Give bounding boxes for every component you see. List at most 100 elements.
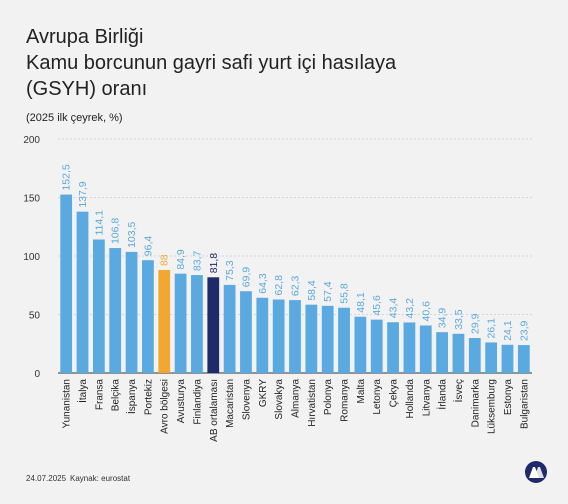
data-label: 34,9: [437, 308, 449, 329]
publish-date: 24.07.2025: [26, 474, 67, 483]
bar: [403, 322, 416, 373]
x-tick-label: Macaristan: [225, 379, 236, 428]
x-tick-label: İsveç: [452, 379, 465, 402]
x-tick-label: Finlandiya: [192, 379, 203, 425]
data-label: 58,4: [306, 280, 318, 301]
x-tick-label: Yunanistan: [62, 379, 73, 429]
x-tick-label: Bulgaristan: [519, 379, 530, 429]
bar: [436, 332, 448, 373]
x-tick-label: Çekya: [389, 379, 400, 408]
data-label: 84,9: [175, 249, 187, 270]
chart-title-line-3: (GSYH) oranı: [26, 78, 148, 100]
x-tick-label: Letonya: [372, 379, 383, 415]
bar: [92, 239, 105, 373]
bar: [256, 297, 269, 373]
bar: [142, 260, 154, 373]
x-tick-label: Litvanya: [421, 379, 432, 417]
bar: [191, 275, 203, 373]
data-label: 83,7: [191, 250, 203, 271]
x-tick-label: Slovenya: [241, 379, 252, 421]
bar: [370, 319, 383, 373]
data-label: 24,1: [502, 320, 514, 341]
bar: [174, 273, 187, 373]
y-tick-label: 50: [29, 311, 41, 322]
bar: [289, 300, 301, 373]
chart-title-line-2: Kamu borcunun gayri safi yurt içi hasıla…: [26, 52, 397, 74]
x-tick-label: İrlanda: [436, 379, 449, 410]
x-tick-label: Avro bölgesi: [160, 379, 171, 434]
bar: [321, 305, 334, 373]
data-label: 23,9: [518, 320, 530, 341]
data-label: 103,5: [126, 221, 138, 247]
bar: [517, 345, 530, 373]
data-label: 137,9: [77, 181, 89, 207]
data-label: 106,8: [110, 218, 122, 244]
x-tick-label: Malta: [356, 379, 367, 404]
data-label: 26,1: [486, 318, 498, 339]
y-tick-label: 200: [23, 135, 40, 146]
bar: [272, 299, 285, 373]
bar: [109, 248, 122, 373]
x-tick-label: AB ortalaması: [209, 379, 220, 442]
x-tick-label: İspanya: [125, 379, 138, 414]
agency-logo-icon: [525, 461, 547, 483]
y-tick-label: 150: [23, 194, 40, 205]
bar: [452, 333, 465, 373]
title-block: Avrupa Birliği Kamu borcunun gayri safi …: [26, 24, 396, 102]
x-tick-label: Belçika: [111, 379, 122, 412]
bar: [305, 304, 318, 373]
bar: [125, 251, 138, 373]
data-label: 33,5: [453, 309, 465, 330]
bar: [485, 342, 498, 373]
data-label: 81,8: [208, 253, 220, 274]
data-label: 69,9: [240, 267, 252, 288]
x-tick-label: Romanya: [340, 379, 351, 422]
data-label: 57,4: [322, 281, 334, 302]
data-label: 75,3: [224, 260, 236, 281]
data-label: 88: [159, 254, 171, 266]
data-label: 96,4: [142, 236, 154, 257]
bar: [207, 277, 220, 373]
data-label: 43,2: [404, 298, 416, 319]
x-tick-label: Almanya: [291, 379, 302, 418]
chart-subtitle: (2025 ilk çeyrek, %): [26, 112, 123, 124]
chart-title-line-1: Avrupa Birliği: [26, 26, 144, 48]
x-tick-label: Lüksemburg: [487, 379, 498, 434]
bar-chart: 0 50 100 150 200 152,5 Yunanistan 137,9 İtalya 11…: [23, 135, 532, 442]
x-tick-label: İtalya: [76, 379, 89, 403]
x-tick-label: Polonya: [323, 379, 334, 416]
bar: [419, 325, 432, 373]
data-label: 152,5: [61, 164, 73, 190]
bar: [468, 338, 481, 373]
bar: [60, 194, 73, 373]
data-label: 64,3: [257, 273, 269, 294]
data-label: 62,8: [273, 275, 285, 296]
data-label: 29,9: [469, 313, 481, 334]
data-label: 43,4: [388, 298, 400, 319]
x-tick-label: Portekiz: [143, 379, 154, 415]
bar: [387, 322, 399, 373]
data-label: 55,8: [339, 283, 351, 304]
bar: [76, 211, 89, 373]
data-label: 114,1: [93, 210, 105, 236]
data-label: 62,3: [290, 276, 302, 297]
data-label: 45,6: [371, 295, 383, 316]
source-label: Kaynak: eurostat: [70, 474, 131, 483]
x-tick-label: Hırvatistan: [307, 379, 318, 427]
x-tick-label: Slovakya: [274, 379, 285, 420]
x-tick-label: Avusturya: [176, 379, 187, 424]
x-tick-label: GKRY: [258, 379, 269, 407]
bar: [158, 270, 171, 373]
x-tick-label: Danimarka: [470, 379, 481, 428]
x-tick-label: Estonya: [503, 379, 514, 416]
bar: [240, 291, 252, 373]
bar: [223, 284, 236, 373]
bar: [354, 316, 367, 373]
bar: [338, 307, 350, 373]
x-tick-label: Fransa: [94, 379, 105, 411]
x-tick-label: Hollanda: [405, 379, 416, 419]
data-label: 48,1: [355, 292, 367, 313]
data-label: 40,6: [420, 301, 432, 322]
y-tick-label: 100: [23, 252, 40, 263]
y-tick-label: 0: [34, 369, 40, 380]
